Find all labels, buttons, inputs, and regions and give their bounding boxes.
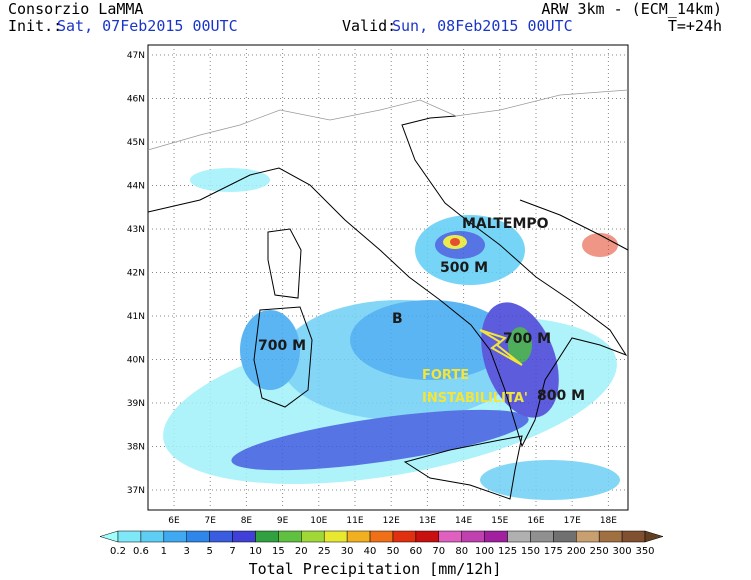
- lon-label: 18E: [600, 516, 617, 526]
- colorbar-label: 125: [498, 546, 517, 557]
- colorbar-box: [484, 530, 508, 543]
- annotation: FORTE: [422, 368, 469, 383]
- colorbar-box: [415, 530, 440, 543]
- colorbar-label: 3: [184, 546, 190, 557]
- colorbar-box: [140, 530, 165, 543]
- annotation: 700 M: [503, 331, 551, 347]
- map: 47N 46N 45N 44N 43N 42N 41N 40N 39N 38N 37N 6E 7E 8E 9…: [127, 44, 629, 526]
- valid-value: Sun, 08Feb2015 00UTC: [392, 17, 573, 35]
- colorbar-label: 7: [229, 546, 235, 557]
- lat-label: 41N: [127, 312, 145, 322]
- colorbar-label: 70: [432, 546, 445, 557]
- colorbar-box: [507, 530, 531, 543]
- colorbar-label: 250: [590, 546, 609, 557]
- lat-label: 43N: [127, 225, 145, 235]
- colorbar-label: 60: [410, 546, 423, 557]
- lon-label: 6E: [168, 516, 180, 526]
- colorbar-label: 50: [387, 546, 400, 557]
- annotation: 700 M: [258, 338, 306, 354]
- colorbar-box: [598, 530, 623, 543]
- lat-label: 38N: [127, 443, 145, 453]
- colorbar-box: [278, 530, 302, 543]
- colorbar-label: 25: [318, 546, 331, 557]
- colorbar-label: 80: [455, 546, 468, 557]
- colorbar-box: [117, 530, 142, 543]
- lon-label: 17E: [564, 516, 581, 526]
- lightning-icon: [479, 329, 523, 366]
- colorbar-title: Total Precipitation [mm/12h]: [249, 560, 502, 578]
- lon-label: 15E: [491, 516, 508, 526]
- lon-label: 13E: [419, 516, 436, 526]
- colorbar-label: 20: [295, 546, 308, 557]
- colorbar-box: [576, 530, 600, 543]
- colorbar-box: [346, 530, 371, 543]
- colorbar-box: [438, 530, 462, 543]
- colorbar-label: 0.6: [133, 546, 149, 557]
- colorbar-box: [461, 530, 485, 543]
- colorbar-label: 350: [635, 546, 654, 557]
- precipitation: [163, 168, 620, 500]
- colorbar-label: 15: [272, 546, 285, 557]
- lat-label: 40N: [127, 356, 145, 366]
- colorbar-box: [323, 530, 348, 543]
- lon-label: 12E: [383, 516, 400, 526]
- annotation: 500 M: [440, 260, 488, 276]
- annotation: INSTABILILITA': [422, 391, 528, 406]
- colorbar-label: 175: [544, 546, 563, 557]
- colorbar-box: [209, 530, 233, 543]
- colorbar-label: 1: [161, 546, 167, 557]
- colorbar-box: [392, 530, 417, 543]
- colorbar-box: [232, 530, 256, 543]
- lon-label: 8E: [241, 516, 253, 526]
- colorbar-label: 30: [341, 546, 354, 557]
- coastlines: [147, 115, 629, 500]
- lead-time: T=+24h: [668, 17, 722, 35]
- colorbar-box: [621, 530, 646, 543]
- valid-label: Valid:: [342, 17, 396, 35]
- colorbar-label: 150: [521, 546, 540, 557]
- colorbar-label: 200: [567, 546, 586, 557]
- colorbar-box: [255, 530, 279, 543]
- colorbar-end: [99, 530, 119, 543]
- lat-label: 45N: [127, 138, 145, 148]
- colorbar-box: [530, 530, 554, 543]
- lat-label: 42N: [127, 269, 145, 279]
- annotation: B: [392, 311, 403, 327]
- colorbar-end: [644, 530, 664, 543]
- lon-label: 11E: [346, 516, 363, 526]
- model: ARW 3km - (ECM_14km): [541, 0, 722, 18]
- annotation: 800 M: [537, 388, 585, 404]
- colorbar-box: [186, 530, 210, 543]
- lon-label: 14E: [455, 516, 472, 526]
- left-title: Consorzio LaMMA: [8, 0, 143, 18]
- init-value: Sat, 07Feb2015 00UTC: [57, 17, 238, 35]
- lon-label: 10E: [310, 516, 327, 526]
- colorbar-label: 300: [613, 546, 632, 557]
- colorbar-label: 40: [364, 546, 377, 557]
- lat-label: 47N: [127, 51, 145, 61]
- init-label: Init.:: [8, 17, 62, 35]
- annotation: MALTEMPO: [462, 216, 549, 232]
- colorbar-label: 0.2: [110, 546, 126, 557]
- colorbar-label: 100: [475, 546, 494, 557]
- lat-label: 46N: [127, 95, 145, 105]
- lon-label: 9E: [277, 516, 289, 526]
- borders: [147, 89, 629, 151]
- colorbar: 0.2 0.6 1 3 5 7 10 15 20 25 30 40 50 60 70 80 100 125 150 1…: [99, 530, 664, 557]
- lon-label: 16E: [527, 516, 544, 526]
- colorbar-box: [163, 530, 187, 543]
- colorbar-label: 10: [249, 546, 262, 557]
- colorbar-box: [553, 530, 577, 543]
- colorbar-box: [301, 530, 325, 543]
- lat-label: 39N: [127, 399, 145, 409]
- colorbar-label: 5: [206, 546, 212, 557]
- colorbar-box: [369, 530, 394, 543]
- lon-label: 7E: [204, 516, 216, 526]
- lat-label: 44N: [127, 182, 145, 192]
- lat-label: 37N: [127, 486, 145, 496]
